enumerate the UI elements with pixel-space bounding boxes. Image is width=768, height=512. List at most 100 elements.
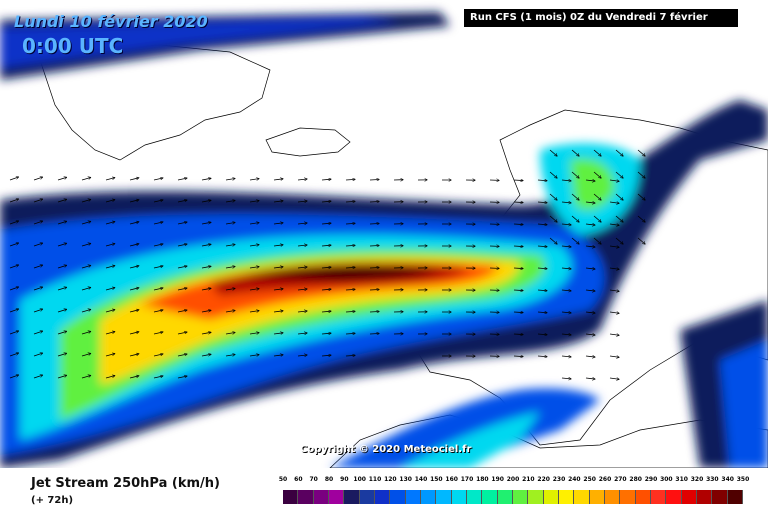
wind-arrow [297,223,307,224]
map-canvas [0,12,768,468]
legend-tick: 310 [675,476,688,483]
wind-arrow [225,200,235,202]
wind-arrow [609,180,619,181]
wind-arrow [201,354,211,357]
wind-arrow [249,311,259,312]
wind-arrow [225,288,235,290]
wind-arrow [321,179,331,180]
wind-arrow [561,356,571,357]
legend-tick: 140 [414,476,428,483]
wind-arrow [201,332,211,335]
wind-arrow [593,193,601,200]
iceland-outline [265,127,351,157]
wind-arrow [585,268,595,269]
wind-arrow [33,375,43,379]
wind-arrow [129,178,139,181]
wind-arrow [57,243,67,247]
wind-arrow [153,354,163,357]
wind-arrow [177,354,187,357]
wind-arrow [177,178,187,181]
wind-arrow [225,266,235,268]
wind-arrow [153,332,163,335]
wind-arrow [637,171,645,178]
legend-tick: 220 [537,476,550,483]
legend-tick: 340 [721,476,734,483]
wind-arrow [9,177,18,181]
wind-arrow [249,245,259,246]
wind-arrow [561,224,571,225]
legend-tick: 120 [384,476,397,483]
legend-swatch [344,490,360,504]
wind-arrow [153,266,163,269]
legend-swatch [313,490,329,504]
wind-arrow [561,180,571,181]
wind-arrow [273,333,283,334]
wind-arrow [513,312,523,313]
wind-arrow [81,287,91,291]
wind-arrow [153,376,163,379]
wind-arrow [345,355,355,356]
wind-arrow [129,310,139,313]
wind-arrow [297,179,307,180]
legend-tick: 350 [736,476,750,483]
wind-arrow [615,237,623,244]
wind-arrow [273,289,283,290]
wind-arrow [9,199,18,203]
wind-arrow [249,201,259,202]
wind-arrow [9,287,18,291]
legend-tick: 110 [368,476,382,483]
wind-arrow [345,201,355,202]
wind-arrow [273,245,283,246]
wind-arrow [81,331,91,335]
wind-arrow [33,353,43,357]
wind-arrow [561,202,571,203]
wind-arrow [81,375,91,379]
legend-swatch [467,490,483,504]
wind-arrow [513,290,523,291]
wind-arrow [321,311,331,312]
wind-arrow [585,334,595,335]
wind-arrow [561,290,571,291]
legend-swatch [666,490,682,504]
wind-arrow [33,287,43,291]
wind-arrow [33,199,43,203]
wind-arrow [33,221,43,225]
wind-arrow [249,289,259,290]
legend-tick: 270 [614,476,627,483]
wind-arrow [225,310,235,312]
wind-arrow [57,265,67,269]
wind-arrow [637,193,645,200]
wind-arrow [537,334,547,335]
legend-swatch [451,490,467,504]
model-run-label: Run CFS (1 mois) 0Z du Vendredi 7 févrie… [464,9,738,41]
legend-swatch [605,490,621,504]
legend-tick: 210 [522,476,535,483]
legend-swatch [681,490,697,504]
valid-date: Lundi 10 février 2020 [14,12,208,31]
wind-arrow [609,378,619,379]
wind-arrow [249,223,259,224]
wind-arrow [297,333,307,334]
wind-arrow [585,246,595,247]
wind-arrow [571,237,579,244]
wind-arrow [57,375,67,379]
wind-arrow [129,376,139,379]
wind-arrow [593,149,601,156]
wind-arrow [537,312,547,313]
legend-tick: 170 [460,476,474,483]
legend-tick: 250 [583,476,596,483]
legend-tick: 60 [294,476,303,483]
wind-arrow [9,353,18,357]
wind-arrow [537,180,547,181]
wind-arrow [225,354,235,356]
wind-arrow [105,222,115,225]
wind-arrow [81,177,91,181]
lead-time: (+ 72h) [31,495,74,506]
wind-arrow [561,312,571,313]
wind-arrow [513,268,523,269]
wind-arrow [201,222,211,225]
wind-arrow [201,266,211,269]
legend-tick: 300 [660,476,673,483]
legend-tick: 130 [399,476,412,483]
